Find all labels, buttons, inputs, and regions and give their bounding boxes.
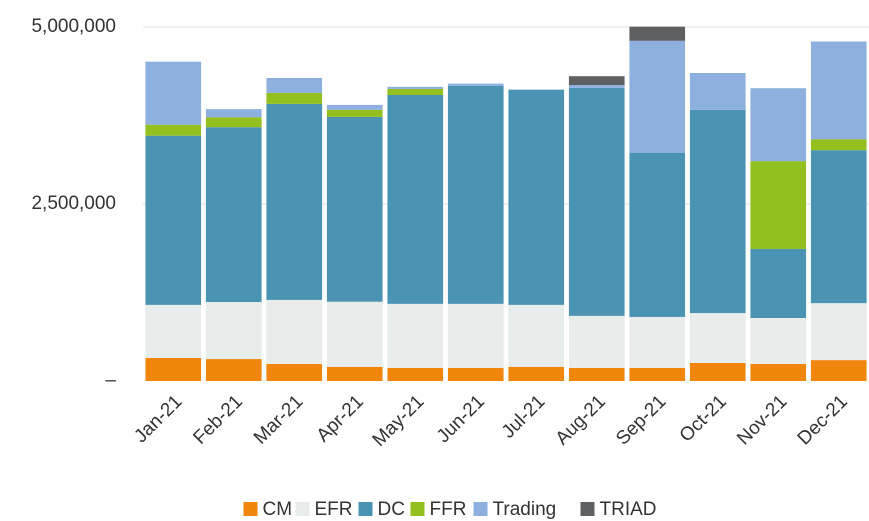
bar-segment [145,124,202,136]
bar-segment [205,109,262,118]
bar-segment [629,152,686,317]
bar-segment [326,366,383,381]
bar-segment [810,303,867,361]
bar-segment [447,85,504,304]
bar-segment [326,104,383,110]
bar-segment [810,139,867,151]
bar-segment [689,73,746,110]
bar-segment [689,313,746,363]
bar-segment [508,304,565,367]
bar-segment [145,135,202,305]
bar-segment [508,89,565,305]
legend-label: FFR [430,499,467,520]
bar-segment [689,109,746,314]
bar-segment [326,109,383,117]
bar-segment [447,367,504,381]
x-tick-label: Sep-21 [612,391,670,449]
bar-segment [629,367,686,381]
bar-segment [205,302,262,360]
bar-segment [387,303,444,368]
x-tick-label: Nov-21 [733,391,791,449]
x-tick-label: Dec-21 [794,391,852,449]
bar-segment [750,161,807,249]
x-tick-label: Jan-21 [130,391,186,447]
y-tick-label: 2,500,000 [31,193,116,214]
bar-segment [266,364,323,381]
bar-segment [689,362,746,381]
bar-segment [629,40,686,153]
legend-label: CM [263,499,293,520]
x-tick-label: Feb-21 [189,391,246,448]
bar-segment [266,92,323,104]
bar-segment [205,359,262,381]
x-tick-label: Jun-21 [433,391,489,447]
bar-segment [387,94,444,304]
bar-segment [387,86,444,89]
bar-segment [568,76,625,86]
bar-segment [629,26,686,41]
x-tick-label: Mar-21 [250,391,307,448]
legend-swatch [243,502,258,516]
legend-label: DC [378,499,405,520]
legend-swatch [358,502,373,516]
bar-segment [266,77,323,93]
bar-segment [326,116,383,302]
y-tick-label: – [105,370,116,391]
bar-segment [447,83,504,86]
bar-segment [750,248,807,318]
bar-segment [750,317,807,365]
bar-segment [629,316,686,368]
bar-segment [266,103,323,300]
bar-segment [508,366,565,381]
legend-swatch [410,502,425,516]
legend-label: EFR [315,499,353,520]
x-tick-label: Jul-21 [498,391,549,442]
bar-segment [387,367,444,381]
legend-swatch [473,502,488,516]
legend-label: Trading [493,499,557,520]
bar-segment [568,315,625,368]
bar-segment [145,61,202,125]
bar-segment [750,88,807,162]
bar-segment [447,303,504,368]
bar-segment [568,367,625,381]
bar-segment [810,360,867,381]
x-tick-label: Oct-21 [676,391,731,446]
bar-segment [205,127,262,303]
x-tick-label: Aug-21 [552,391,610,449]
legend-label: TRIAD [600,499,657,520]
legend-swatch [580,502,595,516]
bar-segment [145,304,202,358]
bar-segment [145,357,202,381]
bar-segment [205,117,262,128]
bar-segment [810,150,867,304]
bar-segment [326,301,383,367]
x-tick-label: Apr-21 [313,391,368,446]
bar-segment [568,87,625,316]
x-tick-label: May-21 [369,391,429,451]
bar-segment [387,88,444,95]
bar-segment [568,85,625,88]
bar-segment [810,41,867,140]
y-tick-label: 5,000,000 [31,16,116,37]
bar-segment [266,299,323,365]
legend-swatch [295,502,310,516]
bar-segment [750,364,807,381]
